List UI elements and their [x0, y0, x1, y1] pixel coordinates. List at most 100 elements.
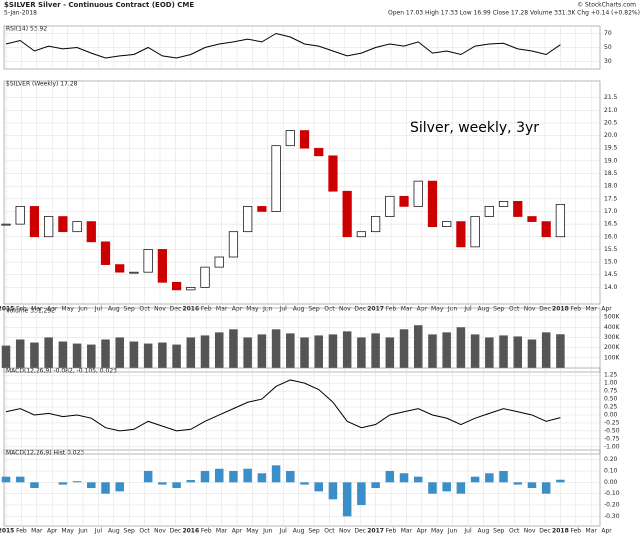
- x-tick-label: Apr: [232, 528, 243, 535]
- x-tick-label: Mar: [216, 306, 228, 313]
- bar: [300, 337, 309, 368]
- y-tick-label: -0.30: [604, 513, 620, 520]
- bar: [442, 482, 451, 492]
- candle: [228, 231, 239, 258]
- bar: [456, 327, 466, 368]
- bar: [470, 334, 480, 368]
- bar: [229, 471, 238, 483]
- bar: [158, 342, 167, 368]
- bar: [214, 332, 224, 368]
- bar: [371, 333, 380, 368]
- y-tick-label: 0.00: [604, 479, 618, 486]
- x-tick-label: Apr: [417, 528, 428, 535]
- x-tick-label: Oct: [324, 306, 335, 313]
- bar: [541, 332, 551, 368]
- candle: [115, 264, 125, 273]
- x-tick-label: Dec: [354, 528, 366, 535]
- candle: [385, 195, 395, 217]
- x-tick-label: Jul: [463, 306, 472, 313]
- candle: [143, 249, 153, 273]
- y-tick-label: 300K: [604, 334, 620, 341]
- y-tick-label: 0.20: [604, 456, 618, 463]
- bar: [172, 482, 181, 488]
- bar: [541, 482, 551, 494]
- x-tick-label: Dec: [539, 528, 551, 535]
- y-tick-label: 70: [604, 30, 612, 37]
- candle: [257, 206, 267, 212]
- x-tick-label: May: [431, 528, 444, 535]
- bar: [15, 476, 25, 483]
- x-tick-label: 2016: [182, 528, 199, 535]
- bar: [527, 482, 537, 488]
- y-tick-label: 1.25: [604, 372, 618, 379]
- x-tick-label: Apr: [601, 306, 612, 313]
- y-tick-label: 16.0: [604, 233, 618, 240]
- x-tick-label: Mar: [401, 306, 413, 313]
- bar: [214, 468, 224, 483]
- bar: [72, 481, 82, 483]
- x-tick-label: Jul: [463, 528, 472, 535]
- x-tick-label: Mar: [216, 528, 228, 535]
- candle: [171, 281, 182, 291]
- x-tick-label: Jul: [279, 306, 288, 313]
- x-tick-label: Mar: [586, 306, 598, 313]
- panel-frame: [3, 80, 601, 305]
- x-tick-label: Aug: [293, 528, 305, 535]
- candle: [15, 206, 25, 225]
- bar: [286, 333, 295, 368]
- bar: [485, 337, 494, 368]
- bar: [186, 337, 196, 368]
- candle: [285, 130, 295, 147]
- bar: [399, 473, 409, 483]
- bar: [513, 482, 523, 485]
- candle: [399, 195, 409, 207]
- y-tick-label: 19.5: [604, 145, 618, 152]
- panel-title: MACD(12,26,9) -0.082, -0.105, 0.023: [6, 368, 117, 375]
- y-tick-label: 30: [604, 58, 612, 65]
- x-tick-label: Mar: [31, 528, 43, 535]
- line-series: [5, 32, 561, 59]
- y-tick-label: 21.0: [604, 107, 618, 114]
- panel-frame: [3, 449, 601, 527]
- y-tick-label: -0.75: [604, 435, 620, 442]
- candle: [214, 256, 224, 268]
- quote: Open 17.03 High 17.33 Low 16.99 Close 17…: [388, 10, 640, 17]
- x-tick-label: Oct: [509, 528, 520, 535]
- bar: [499, 471, 508, 483]
- bar: [371, 482, 380, 488]
- candle: [470, 216, 480, 248]
- x-tick-label: Feb: [16, 528, 27, 535]
- candle: [129, 271, 139, 274]
- bar: [257, 334, 267, 368]
- bar: [470, 476, 480, 483]
- x-tick-label: Mar: [31, 306, 43, 313]
- y-tick-label: 15.0: [604, 259, 618, 266]
- bar: [229, 329, 238, 368]
- bar: [399, 329, 409, 368]
- x-tick-label: Apr: [417, 306, 428, 313]
- candle: [527, 216, 537, 222]
- bar: [44, 337, 53, 368]
- x-tick-label: 2015: [0, 528, 14, 535]
- bar: [72, 343, 82, 368]
- x-tick-label: Aug: [108, 528, 120, 535]
- x-tick-label: Sep: [308, 528, 320, 535]
- x-tick-label: Dec: [170, 528, 182, 535]
- x-tick-label: Jul: [94, 528, 103, 535]
- y-tick-label: 0.75: [604, 388, 618, 395]
- candle: [58, 216, 68, 233]
- bar: [413, 476, 423, 483]
- x-tick-label: Mar: [586, 528, 598, 535]
- candle: [342, 190, 352, 238]
- x-tick-label: May: [61, 528, 74, 535]
- bar: [87, 482, 96, 488]
- bar: [58, 341, 68, 368]
- candle: [456, 221, 466, 248]
- candle: [370, 216, 381, 233]
- bar: [30, 342, 39, 368]
- y-tick-label: 0.10: [604, 468, 618, 475]
- x-tick-label: 2017: [367, 528, 384, 535]
- bar: [456, 482, 466, 494]
